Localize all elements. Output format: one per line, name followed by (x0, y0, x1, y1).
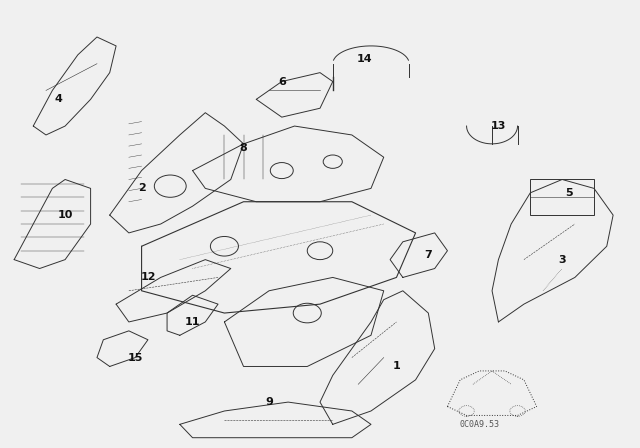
Text: 6: 6 (278, 77, 285, 86)
Text: 2: 2 (138, 183, 145, 194)
Text: 9: 9 (265, 397, 273, 407)
Text: 3: 3 (558, 254, 566, 265)
Text: 0C0A9.53: 0C0A9.53 (460, 420, 499, 429)
Text: 13: 13 (491, 121, 506, 131)
Text: 12: 12 (140, 272, 156, 282)
Text: 14: 14 (356, 54, 372, 64)
Text: 15: 15 (127, 353, 143, 362)
Text: 4: 4 (55, 95, 63, 104)
Text: 10: 10 (58, 210, 73, 220)
Bar (531, 180, 594, 215)
Text: 8: 8 (239, 143, 248, 153)
Text: 5: 5 (564, 188, 572, 198)
Text: 11: 11 (185, 317, 200, 327)
Text: 1: 1 (392, 362, 401, 371)
Text: 7: 7 (424, 250, 432, 260)
